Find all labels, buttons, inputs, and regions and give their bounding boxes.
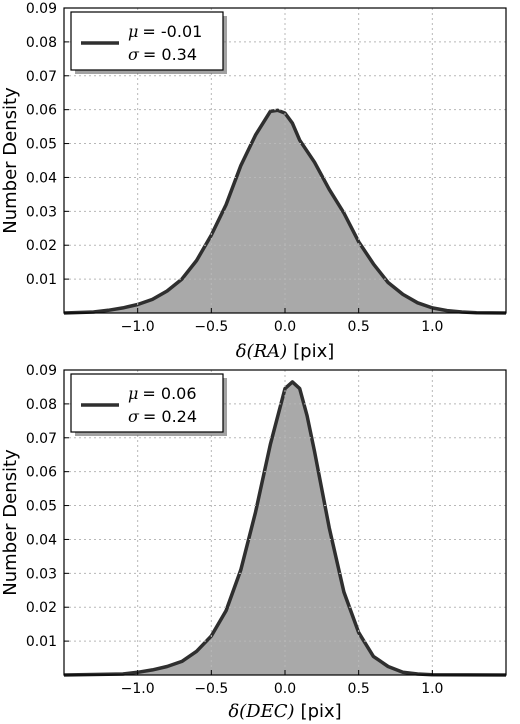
chart-panel-2: −1.0 −0.5 0.0 0.5 1.0 0.01 0.02 0.03 0.04 0.05 0.0… — [0, 363, 507, 722]
legend-mu-value: = 0.06 — [142, 384, 196, 403]
x-tick-label: 1.0 — [421, 681, 443, 697]
legend-mu-text: μ = -0.01 — [128, 22, 202, 41]
chart-panel-1: −1.0 −0.5 0.0 0.5 1.0 0.01 0.02 0.03 0.04 0.05 0.0… — [0, 1, 507, 362]
y-tick-label: 0.06 — [26, 103, 57, 119]
y-tick-label: 0.08 — [26, 397, 57, 413]
x-axis-label-unit: [pix] — [301, 701, 342, 722]
legend: μ = 0.06σ = 0.24 — [70, 373, 227, 436]
x-tick-label: −1.0 — [121, 319, 155, 335]
y-tick-label: 0.05 — [26, 137, 57, 153]
legend-mu-value: = -0.01 — [142, 22, 202, 41]
y-tick-label: 0.03 — [26, 566, 57, 582]
x-tick-label: 0.0 — [274, 681, 296, 697]
x-tick-label: −0.5 — [194, 681, 228, 697]
y-axis-label: Number Density — [0, 449, 21, 596]
legend: μ = -0.01σ = 0.34 — [70, 11, 227, 74]
legend-mu-symbol: μ — [128, 22, 138, 41]
legend-sigma-value: = 0.34 — [143, 45, 197, 64]
legend-box — [70, 11, 224, 71]
legend-mu-text: μ = 0.06 — [128, 384, 197, 403]
y-tick-label: 0.09 — [26, 1, 57, 17]
y-tick-label: 0.04 — [26, 532, 57, 548]
x-axis-label-math: δ(RA) — [236, 341, 287, 362]
x-tick-label: 0.5 — [348, 681, 370, 697]
y-tick-label: 0.04 — [26, 170, 57, 186]
y-tick-label: 0.06 — [26, 465, 57, 481]
legend-sigma-symbol: σ — [128, 45, 140, 64]
density-curve — [63, 380, 507, 677]
x-tick-label: −0.5 — [194, 319, 228, 335]
x-axis-label: δ(RA) [pix] — [236, 341, 335, 362]
x-tick-label: −1.0 — [121, 681, 155, 697]
y-tick-label: 0.02 — [26, 238, 57, 254]
y-tick-label: 0.01 — [26, 272, 57, 288]
y-tick-label: 0.07 — [26, 431, 57, 447]
y-tick-label: 0.09 — [26, 363, 57, 379]
x-tick-label: 0.5 — [348, 319, 370, 335]
x-axis-label: δ(DEC) [pix] — [228, 701, 341, 722]
legend-box — [70, 373, 224, 433]
x-axis-label-math: δ(DEC) — [228, 701, 294, 722]
legend-sigma-value: = 0.24 — [143, 407, 197, 426]
legend-sigma-symbol: σ — [128, 407, 140, 426]
legend-sigma-text: σ = 0.24 — [128, 407, 197, 426]
x-axis-label-unit: [pix] — [293, 341, 334, 362]
y-axis-label: Number Density — [0, 87, 21, 234]
density-area — [64, 381, 506, 675]
y-tick-label: 0.03 — [26, 204, 57, 220]
y-tick-label: 0.07 — [26, 69, 57, 85]
y-tick-label: 0.02 — [26, 600, 57, 616]
legend-mu-symbol: μ — [128, 384, 138, 403]
legend-sigma-text: σ = 0.34 — [128, 45, 197, 64]
y-tick-label: 0.01 — [26, 634, 57, 650]
x-tick-label: 0.0 — [274, 319, 296, 335]
y-tick-label: 0.08 — [26, 35, 57, 51]
x-tick-label: 1.0 — [421, 319, 443, 335]
y-tick-label: 0.05 — [26, 499, 57, 515]
